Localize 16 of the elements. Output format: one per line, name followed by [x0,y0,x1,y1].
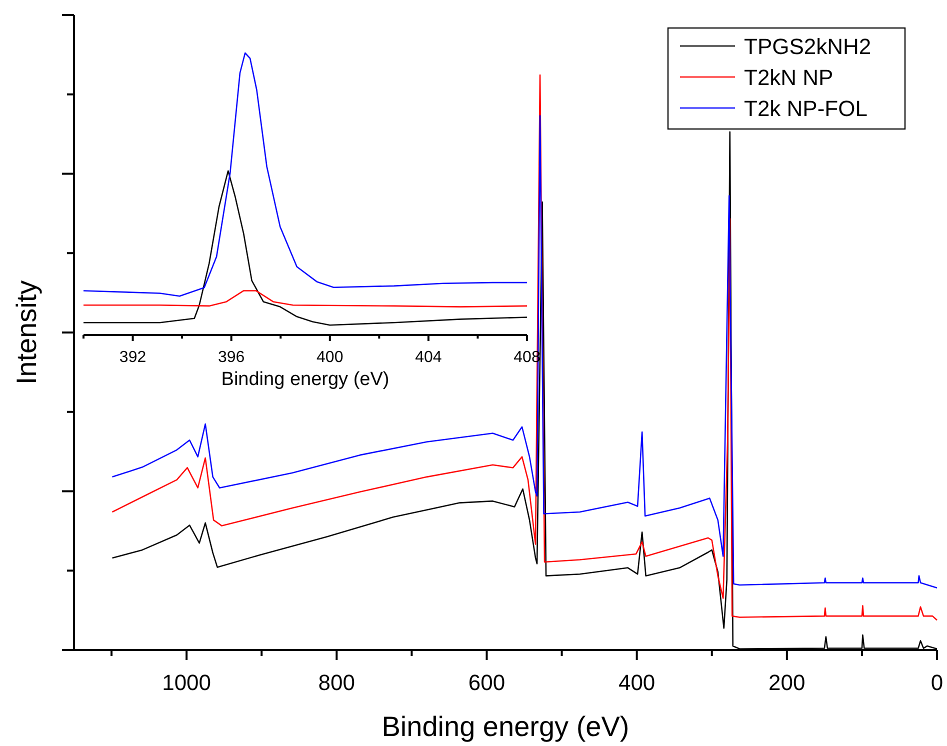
x-tick-label: 1000 [162,670,212,695]
x-tick-label: 404 [415,349,442,366]
legend-label: TPGS2kNH2 [744,34,872,59]
x-tick-label: 600 [468,670,506,695]
x-tick-label: 800 [318,670,356,695]
legend-label: T2kN NP [744,65,834,90]
x-tick-label: 0 [930,670,944,695]
x-tick-label: 400 [316,349,344,366]
x-tick-label: 392 [119,349,146,366]
x-tick-label: 396 [218,349,245,366]
y-axis-title: Intensity [11,280,42,385]
x-tick-label: 200 [768,670,806,695]
x-tick-label: 400 [618,670,656,695]
legend-label: T2k NP-FOL [744,96,868,121]
x-axis-title: Binding energy (eV) [221,369,390,390]
x-axis-title: Binding energy (eV) [382,711,630,742]
